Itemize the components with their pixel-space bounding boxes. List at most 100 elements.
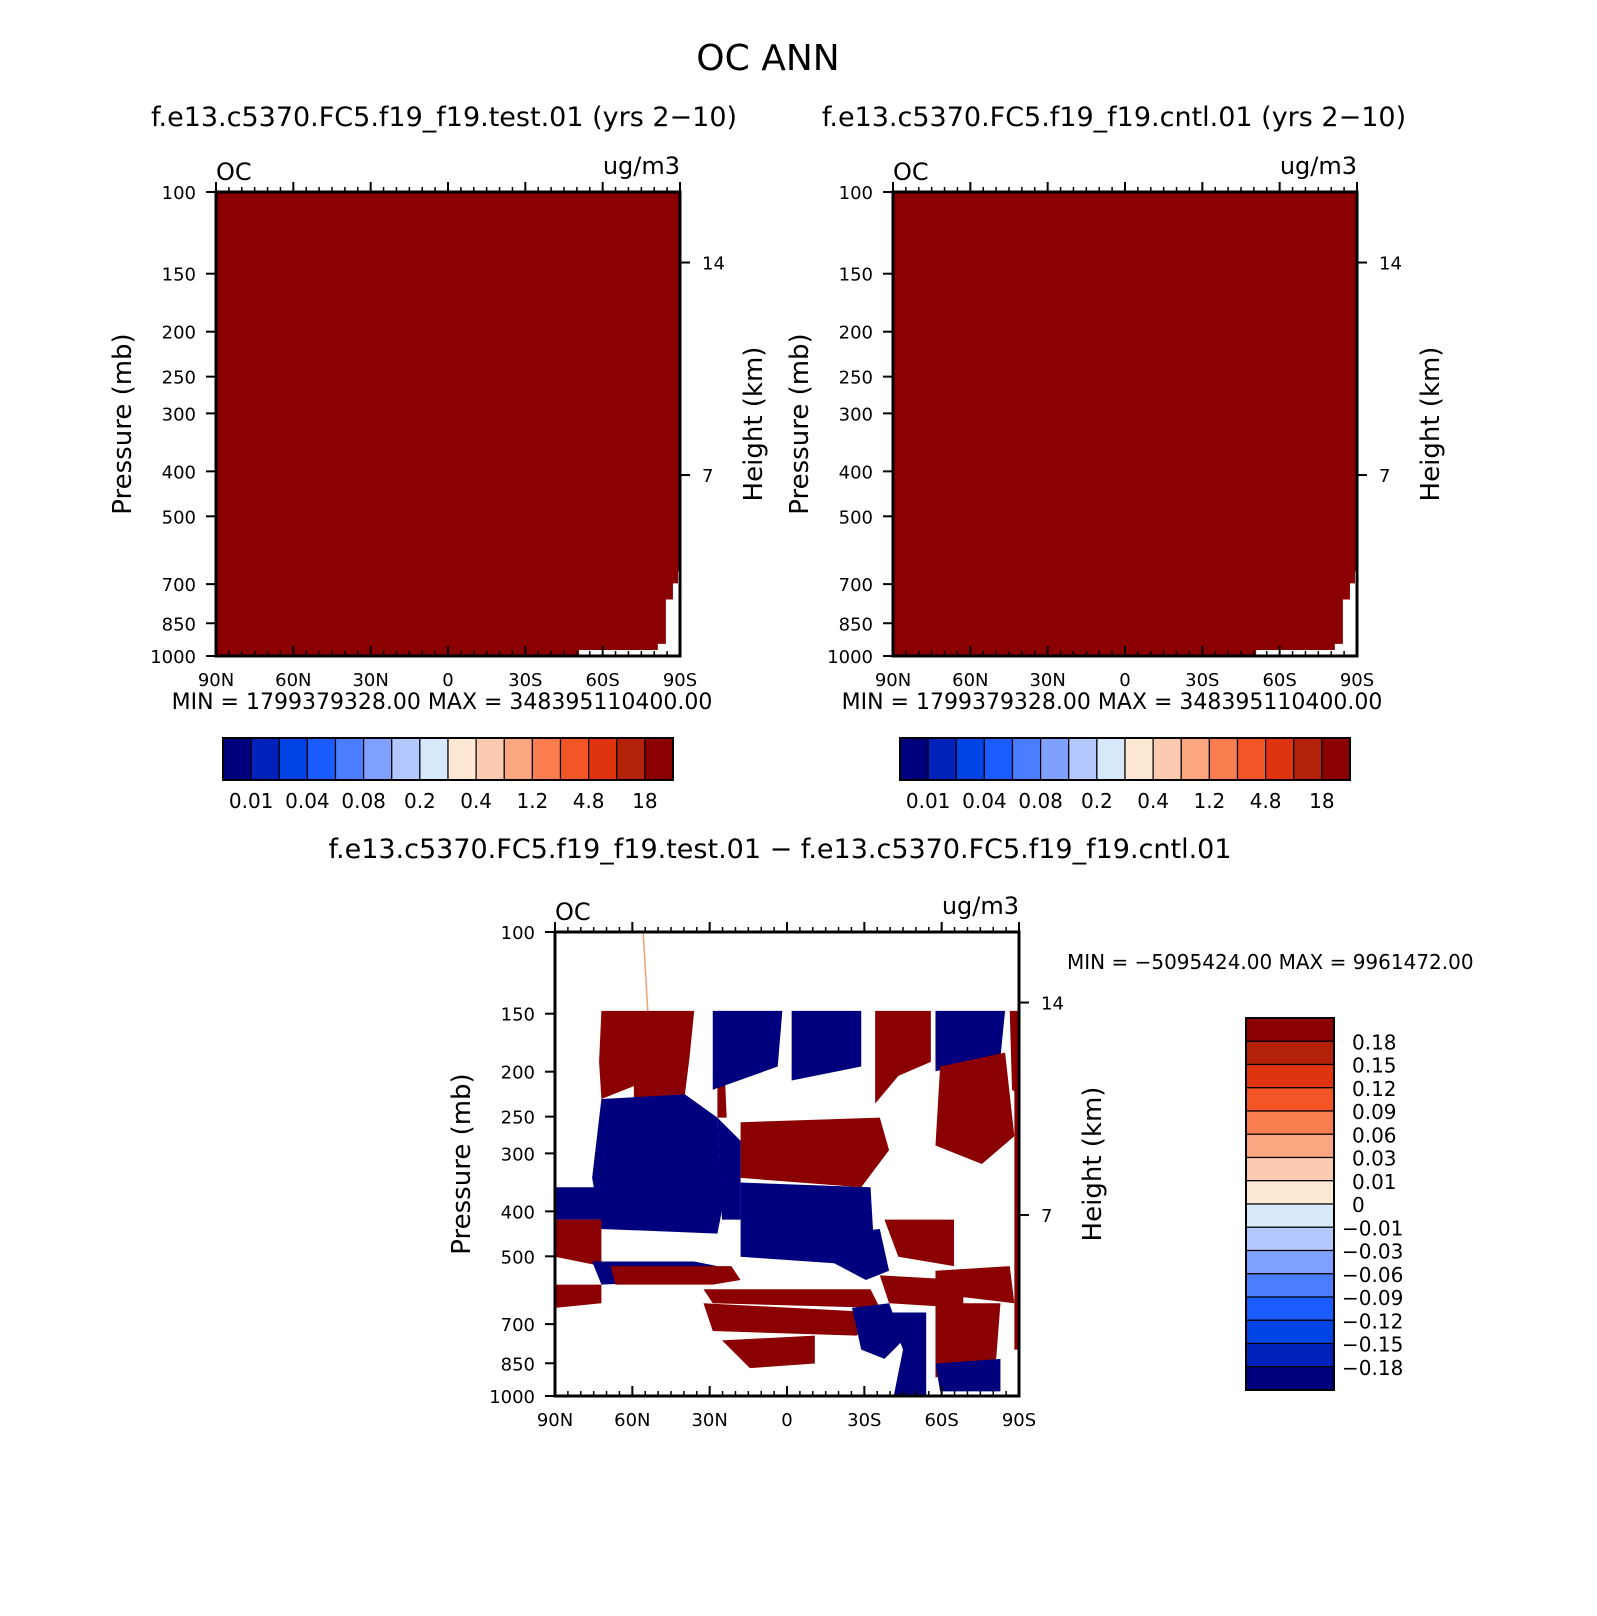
- colorbar-box: [955, 737, 985, 781]
- colorbar-box: [1068, 737, 1098, 781]
- cntl-colorbar: 0.01 0.04 0.08 0.2 0.4 1.2 4.8 18: [899, 737, 1351, 813]
- units-label: ug/m3: [603, 152, 680, 180]
- colorbar-label: 0.15: [1352, 1054, 1397, 1078]
- y-tick-label: 200: [501, 1063, 535, 1084]
- colorbar-label: −0.12: [1342, 1309, 1403, 1333]
- colorbar-box: [1245, 1296, 1335, 1321]
- colorbar-frame: [1245, 1017, 1335, 1391]
- y-tick-label: 500: [501, 1247, 535, 1268]
- missing-data-region: [1256, 571, 1357, 656]
- x-tick-label: 60S: [585, 670, 619, 691]
- y-right-tick-label: 7: [1379, 466, 1390, 487]
- field-fill: [893, 192, 1357, 656]
- colorbar-label: 0.2: [404, 789, 436, 813]
- x-tick-label: 30N: [691, 1410, 727, 1431]
- colorbar-box: [1245, 1017, 1335, 1042]
- colorbar-box: [1293, 737, 1323, 781]
- y-tick-label: 250: [162, 368, 196, 389]
- colorbar-box: [1245, 1180, 1335, 1205]
- positive-region: [703, 1303, 880, 1336]
- colorbar-label: 1.2: [1193, 789, 1225, 813]
- x-tick-label: 30S: [508, 670, 542, 691]
- y-tick-label: 200: [162, 323, 196, 344]
- diff-panel-title: f.e13.c5370.FC5.f19_f19.test.01 − f.e13.…: [328, 834, 1231, 865]
- x-tick-label: 90N: [198, 670, 234, 691]
- cntl-panel-title: f.e13.c5370.FC5.f19_f19.cntl.01 (yrs 2−1…: [822, 102, 1406, 133]
- colorbar-box: [475, 737, 505, 781]
- colorbar-label: −0.09: [1342, 1286, 1403, 1310]
- colorbar-box: [306, 737, 337, 781]
- colorbar-box: [1245, 1319, 1335, 1345]
- y-tick-label: 850: [839, 614, 873, 635]
- missing-data-region: [579, 571, 680, 656]
- diff-panel: 90N 60N 30N 0 30S 60S 90S 100 150 200 250 300 400 500…: [447, 892, 1108, 1431]
- y-right-axis-label: Height (km): [739, 347, 769, 502]
- colorbar-label: 0.18: [1352, 1030, 1397, 1054]
- y-tick-label: 700: [501, 1315, 535, 1336]
- units-label: ug/m3: [1280, 152, 1357, 180]
- colorbar-label: 0.04: [285, 789, 330, 813]
- colorbar-frame: [222, 737, 674, 781]
- colorbar-box: [1011, 737, 1042, 781]
- y-tick-label: 150: [162, 265, 196, 286]
- colorbar-box: [1245, 1226, 1335, 1252]
- y-tick-label: 100: [162, 183, 196, 204]
- colorbar-box: [1245, 1156, 1335, 1182]
- y-right-tick-label: 7: [1041, 1206, 1052, 1227]
- colorbar-box: [1245, 1040, 1335, 1066]
- colorbar-box: [1245, 1203, 1335, 1228]
- y-right-tick-label: 7: [702, 466, 713, 487]
- y-axis-label: Pressure (mb): [447, 1073, 477, 1254]
- colorbar-box: [1245, 1110, 1335, 1135]
- colorbar-box: [1245, 1366, 1335, 1391]
- positive-region: [599, 1010, 637, 1100]
- y-tick-label: 400: [839, 462, 873, 483]
- y-right-axis-label: Height (km): [1416, 347, 1446, 502]
- positive-region: [555, 1219, 602, 1267]
- colorbar-box: [927, 737, 957, 781]
- colorbar-box: [503, 737, 533, 781]
- units-label: ug/m3: [942, 892, 1019, 920]
- y-tick-label: 250: [501, 1108, 535, 1129]
- x-tick-label: 0: [781, 1410, 792, 1431]
- colorbar-label: −0.01: [1342, 1216, 1403, 1240]
- y-axis-label: Pressure (mb): [785, 333, 815, 514]
- negative-region: [712, 1010, 783, 1090]
- x-tick-label: 60S: [1262, 670, 1296, 691]
- colorbar-label: 0.09: [1352, 1100, 1397, 1124]
- positive-region: [935, 1266, 1015, 1304]
- negative-region: [791, 1010, 862, 1081]
- colorbar-box: [588, 737, 618, 781]
- y-tick-label: 200: [839, 323, 873, 344]
- positive-region: [610, 1266, 741, 1285]
- positive-region: [740, 1117, 890, 1188]
- y-right-tick-label: 14: [1379, 254, 1402, 275]
- colorbar-label: −0.06: [1342, 1263, 1403, 1287]
- colorbar-box: [1245, 1133, 1335, 1159]
- negative-region: [889, 1312, 927, 1396]
- colorbar-box: [250, 737, 280, 781]
- colorbar-label: −0.18: [1342, 1356, 1403, 1380]
- colorbar-box: [531, 737, 562, 781]
- y-tick-label: 1000: [150, 647, 196, 668]
- colorbar-box: [1040, 737, 1070, 781]
- colorbar-box: [1096, 737, 1126, 781]
- positive-region: [722, 1335, 815, 1369]
- negative-region: [935, 1358, 1001, 1392]
- y-tick-label: 150: [839, 265, 873, 286]
- negative-region: [787, 1228, 890, 1280]
- positive-region: [935, 1303, 1001, 1378]
- y-tick-label: 850: [162, 614, 196, 635]
- x-tick-label: 90N: [875, 670, 911, 691]
- y-right-axis-label: Height (km): [1078, 1087, 1108, 1242]
- colorbar-label: 0.04: [962, 789, 1007, 813]
- negative-region: [555, 1187, 602, 1220]
- colorbar-label: 0.08: [341, 789, 386, 813]
- colorbar-label: 0.01: [229, 789, 274, 813]
- colorbar-label: 0.01: [1352, 1170, 1397, 1194]
- y-tick-label: 300: [839, 404, 873, 425]
- test-panel: 90N 60N 30N 0 30S 60S 90S 100 150 200 250 300 400 500…: [108, 152, 769, 691]
- colorbar-label: 4.8: [573, 789, 605, 813]
- test-colorbar: 0.01 0.04 0.08 0.2 0.4 1.2 4.8 18: [222, 737, 674, 813]
